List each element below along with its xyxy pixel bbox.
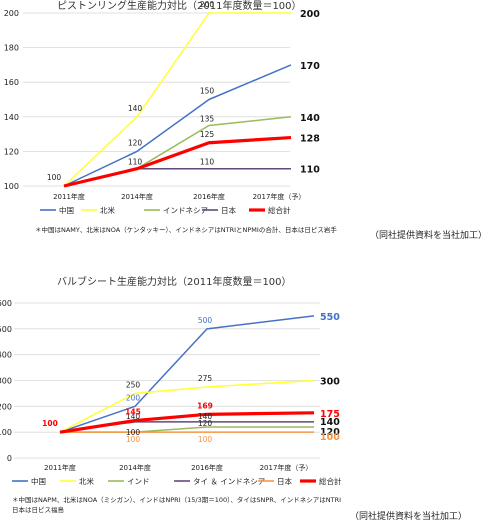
source-note: （同社提供資料を当社加工）: [370, 229, 487, 241]
source-note: （同社提供資料を当社加工）: [350, 510, 467, 522]
legend-label: 日本: [221, 205, 236, 215]
data-label: 100: [42, 419, 58, 428]
end-value-label: 140: [320, 417, 340, 428]
data-label: 145: [125, 408, 141, 417]
footnote-line: 日本は日ピス福島: [12, 505, 65, 514]
chart-1: ピストンリング生産能力対比（2011年度数量＝100） 100 120 140 160 1…: [4, 0, 487, 241]
y-tick-label: 500: [0, 325, 12, 334]
data-label: 100: [126, 435, 141, 444]
x-tick-label: 2014年度: [121, 192, 153, 201]
data-label: 275: [198, 374, 213, 383]
legend-label: 総合計: [319, 476, 342, 486]
chart-title: バルブシート生産能力対比（2011年度数量＝100）: [57, 275, 292, 288]
end-value-label: 550: [320, 312, 340, 323]
end-value-label: 200: [300, 9, 320, 20]
y-tick-label: 300: [0, 377, 12, 386]
x-tick-label: 2014年度: [119, 463, 151, 472]
data-label: 250: [126, 380, 141, 389]
y-tick-label: 160: [4, 78, 19, 87]
x-tick-label: 2011年度: [44, 463, 76, 472]
y-tick-label: 120: [4, 147, 19, 156]
end-value-label: 100: [320, 432, 340, 443]
data-label: 100: [126, 428, 141, 437]
end-value-label: 170: [300, 61, 320, 72]
data-label: 120: [198, 419, 213, 428]
data-label: 140: [198, 412, 213, 421]
end-value-label: 120: [320, 427, 340, 438]
data-label: 110: [128, 158, 143, 167]
x-tick-label: 2017年度（予）: [260, 463, 313, 472]
end-value-label: 175: [320, 409, 340, 420]
y-tick-label: 140: [4, 113, 19, 122]
y-tick-label: 600: [0, 299, 12, 308]
series-line-1: [59, 315, 315, 433]
y-tick-label: 200: [0, 402, 12, 411]
footnote-line: ＊中国はNAPM、北米はNOA（ミシガン）、インドはNPRI（15/3期＝100…: [12, 495, 341, 504]
legend-label: インドネシア: [163, 206, 208, 215]
data-label: 100: [198, 435, 213, 444]
data-label: 150: [200, 87, 215, 96]
x-tick-label: 2016年度: [193, 192, 225, 201]
legend-label: インド: [127, 477, 150, 486]
chart-title: ピストンリング生産能力対比（2011年度数量＝100）: [57, 0, 302, 12]
y-tick-label: 100: [0, 428, 12, 437]
footnote: ＊中国はNAMY、北米はNOA（ケンタッキー）、インドネシアはNTRIとNPMI…: [35, 225, 337, 234]
data-label: 100: [47, 173, 62, 182]
x-tick-label: 2011年度: [53, 192, 85, 201]
y-tick-label: 180: [4, 44, 19, 53]
series-line-2: [59, 379, 315, 433]
legend-label: 北米: [79, 476, 94, 486]
data-label: 135: [200, 114, 215, 123]
data-label: 120: [128, 138, 143, 147]
data-label: 140: [128, 104, 143, 113]
y-tick-label: 100: [4, 182, 19, 191]
y-tick-label: 400: [0, 351, 12, 360]
legend-label: 北米: [100, 205, 115, 215]
data-label: 125: [200, 130, 215, 139]
end-value-label: 300: [320, 377, 340, 388]
data-label: 500: [198, 316, 213, 325]
y-tick-label: 0: [7, 454, 12, 463]
series-line-5: [63, 135, 292, 188]
x-tick-label: 2016年度: [191, 463, 223, 472]
end-value-label: 140: [300, 113, 320, 124]
data-label: 140: [126, 412, 141, 421]
series-line-1: [63, 64, 292, 187]
legend-label: タイ ＆ インドネシア: [193, 477, 265, 486]
series-line-2: [63, 12, 291, 187]
y-tick-label: 200: [4, 9, 19, 18]
legend-label: 中国: [59, 205, 74, 215]
chart-2: バルブシート生産能力対比（2011年度数量＝100） 0 100 200 300 400 5…: [0, 275, 467, 522]
data-label: 200: [200, 0, 215, 9]
legend-label: 総合計: [268, 205, 291, 215]
data-label: 169: [197, 401, 213, 410]
series-line-6: [59, 411, 315, 434]
x-tick-label: 2017年度（予）: [253, 192, 306, 201]
end-value-label: 110: [300, 165, 320, 176]
end-value-label: 128: [300, 134, 320, 145]
data-label: 200: [126, 393, 141, 402]
data-label: 110: [200, 158, 215, 167]
legend-label: 日本: [277, 476, 292, 486]
legend-label: 中国: [31, 476, 46, 486]
